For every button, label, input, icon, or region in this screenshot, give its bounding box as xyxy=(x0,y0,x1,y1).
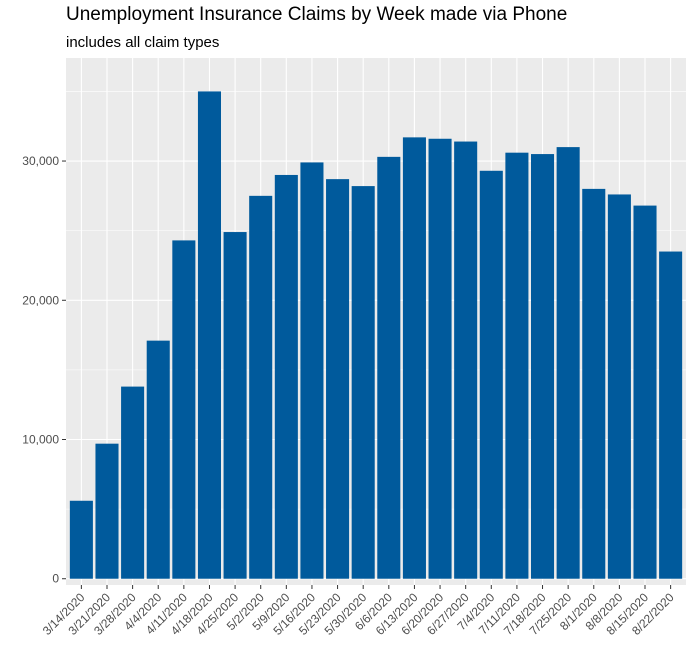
bar xyxy=(300,162,324,579)
bar xyxy=(249,195,273,579)
chart-subtitle: includes all claim types xyxy=(66,34,220,51)
bar xyxy=(95,443,119,579)
bar xyxy=(428,138,452,579)
bar xyxy=(607,194,631,579)
bar xyxy=(69,500,93,579)
bar xyxy=(505,152,529,579)
y-tick-label: 20,000 xyxy=(22,293,59,307)
bar xyxy=(377,156,401,579)
bar xyxy=(633,205,657,579)
bar xyxy=(172,240,196,579)
x-axis: 3/14/20203/21/20203/28/20204/4/20204/11/… xyxy=(40,585,677,638)
y-tick-label: 0 xyxy=(52,572,59,586)
bar xyxy=(582,188,606,579)
bar xyxy=(223,232,247,579)
bar xyxy=(531,154,555,579)
bar xyxy=(556,147,580,579)
bar xyxy=(351,186,375,579)
chart-title: Unemployment Insurance Claims by Week ma… xyxy=(66,4,568,25)
bar xyxy=(197,91,221,579)
bars xyxy=(69,91,683,579)
bar xyxy=(274,174,298,579)
bar xyxy=(479,170,503,579)
bar xyxy=(659,251,683,579)
bar xyxy=(326,179,350,579)
y-tick-label: 10,000 xyxy=(22,433,59,447)
y-tick-label: 30,000 xyxy=(22,154,59,168)
bar xyxy=(454,141,478,579)
bar xyxy=(146,340,170,579)
bar xyxy=(402,137,426,579)
y-axis: 0 10,000 20,000 30,000 xyxy=(22,154,66,586)
bar xyxy=(121,386,145,579)
